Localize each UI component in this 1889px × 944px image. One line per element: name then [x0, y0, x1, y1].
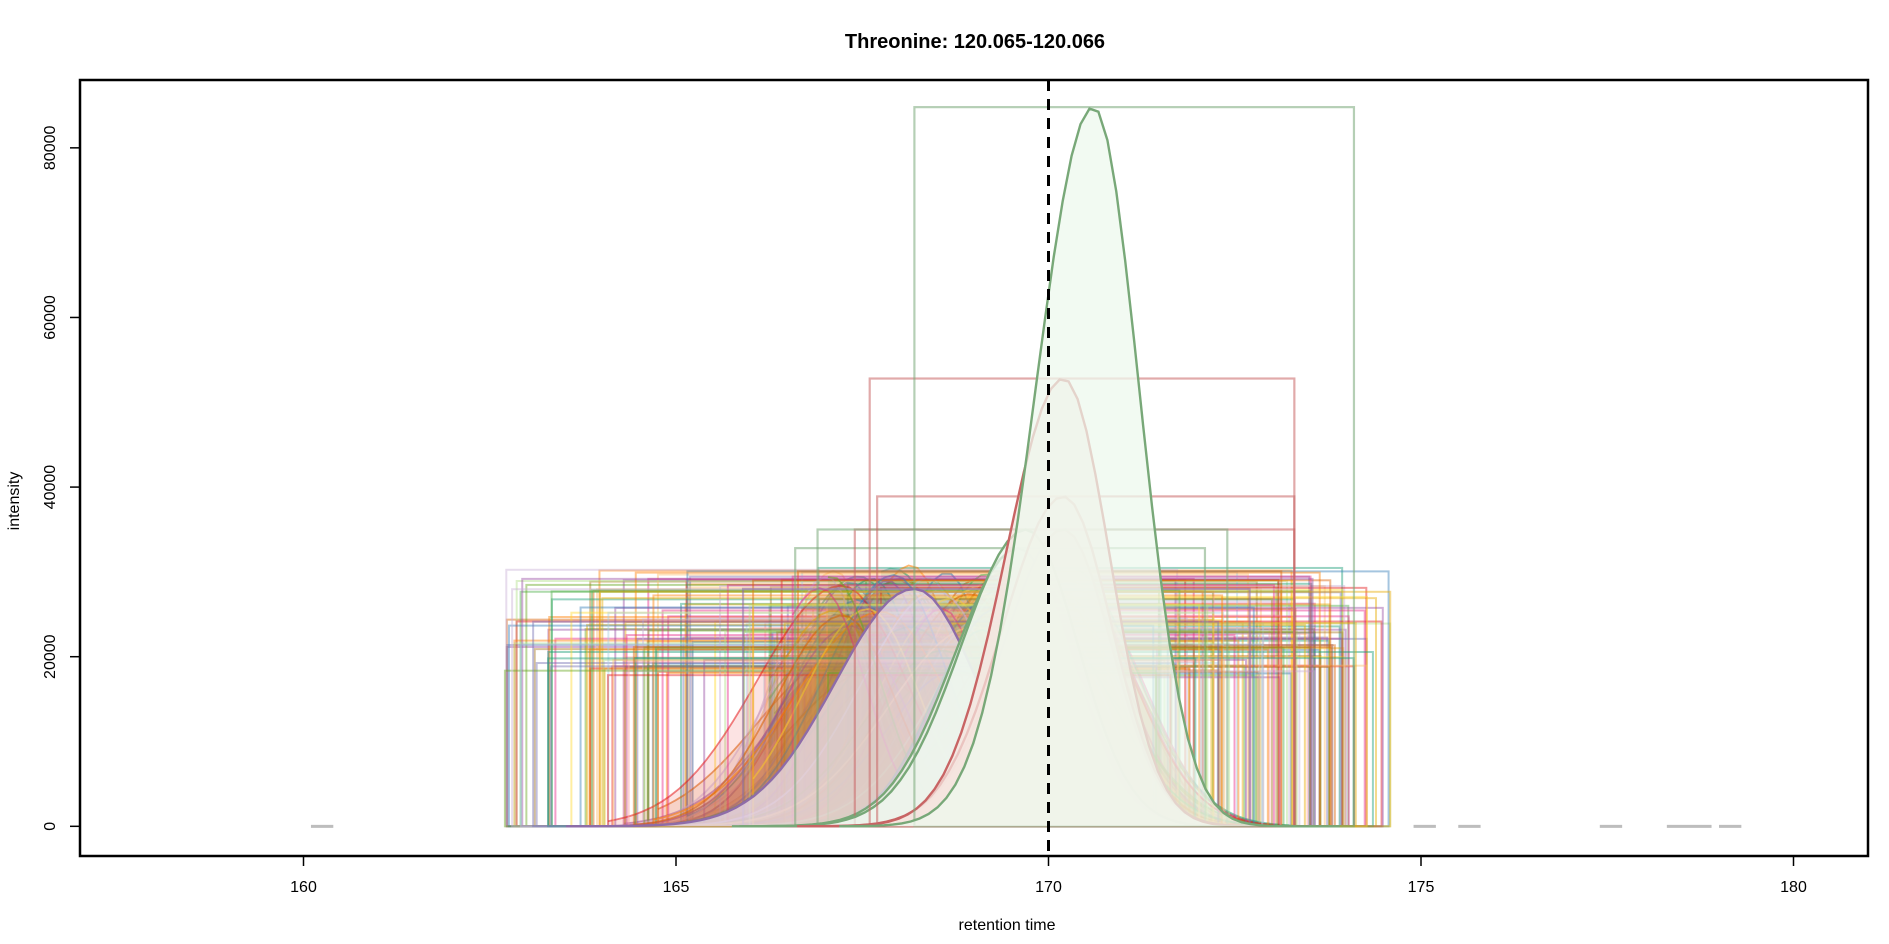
plot-frame [78, 78, 1870, 858]
x-tick-label: 160 [290, 879, 317, 896]
x-tick-label: 175 [1408, 879, 1435, 896]
y-tick-label: 60000 [42, 295, 59, 340]
y-tick-label: 40000 [42, 465, 59, 510]
y-axis-label: intensity [6, 472, 23, 531]
x-axis-label: retention time [959, 917, 1056, 934]
axes-layer: 160 165 170 175 180 0 20000 40000 60000 80000 [42, 126, 1807, 896]
x-tick-label: 165 [663, 879, 690, 896]
peak-fill [839, 108, 1340, 827]
y-tick-label: 0 [42, 822, 59, 831]
y-tick-label: 80000 [42, 126, 59, 171]
peak-trace [839, 107, 1340, 828]
peak-fill [566, 588, 1255, 827]
x-tick-label: 180 [1780, 879, 1807, 896]
integration-box [913, 106, 1356, 828]
y-tick-label: 20000 [42, 634, 59, 679]
data-layer [310, 106, 1742, 828]
chart-title: Threonine: 120.065-120.066 [845, 31, 1105, 53]
x-tick-label: 170 [1035, 879, 1062, 896]
